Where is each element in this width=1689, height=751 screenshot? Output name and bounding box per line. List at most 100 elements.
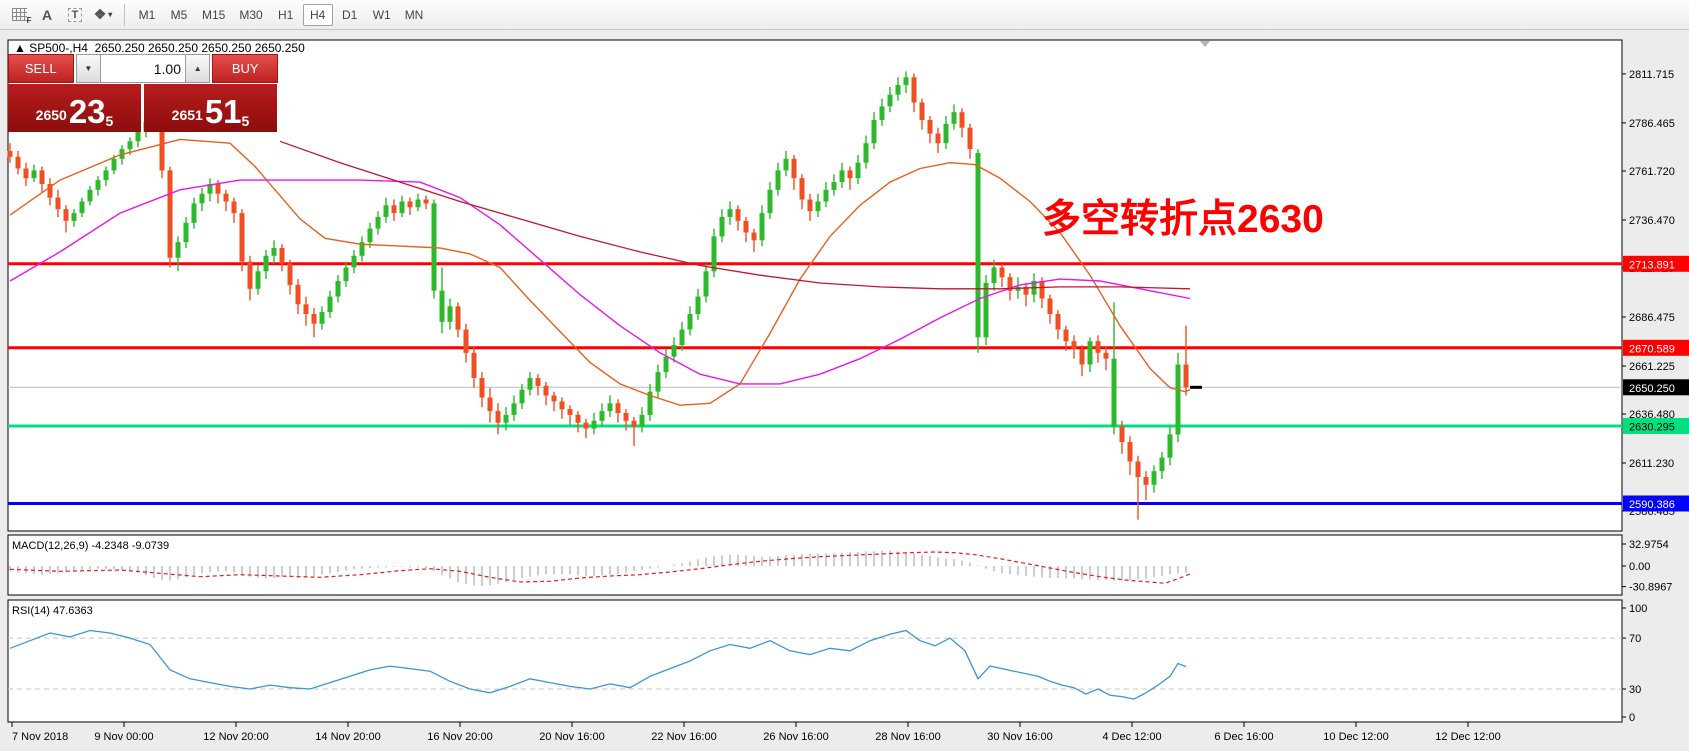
- macd-label: MACD(12,26,9) -4.2348 -9.0739: [12, 540, 169, 552]
- timeframe-W1[interactable]: W1: [372, 7, 391, 22]
- macd-pane[interactable]: [7, 534, 1623, 596]
- timeframe-MN[interactable]: MN: [404, 7, 424, 22]
- candle-body: [839, 170, 845, 182]
- candle-body: [503, 414, 509, 423]
- lot-decrease-button[interactable]: ▼: [75, 54, 101, 83]
- timeframe-H1[interactable]: H1: [278, 7, 294, 22]
- toolbar-separator: [124, 3, 125, 26]
- candle-body: [911, 77, 917, 103]
- candle-body: [255, 271, 261, 289]
- chart-annotation-text[interactable]: 多空转折点2630: [1042, 198, 1324, 241]
- timeframe-M15[interactable]: M15: [202, 7, 226, 22]
- candle-body: [439, 290, 445, 322]
- candle-body: [279, 248, 285, 264]
- time-tick-label: 9 Nov 00:00: [94, 731, 153, 743]
- font-tool-icon[interactable]: A: [41, 6, 53, 23]
- price-badge-2650.250: [1623, 379, 1689, 396]
- candle-body: [863, 143, 869, 163]
- sell-button[interactable]: SELL: [8, 54, 74, 83]
- candle-body: [287, 263, 293, 285]
- candle-body: [447, 306, 453, 322]
- candle-body: [735, 209, 741, 221]
- candle-body: [1103, 352, 1109, 359]
- price-badge-label: 2630.295: [1629, 422, 1675, 434]
- price-tick-label: 2661.225: [1629, 361, 1675, 373]
- sell-price-quote[interactable]: 2650 23 5: [8, 84, 141, 132]
- buy-button[interactable]: BUY: [212, 54, 278, 83]
- sell-price-fraction: 5: [105, 113, 114, 129]
- timeframe-D1[interactable]: D1: [342, 7, 358, 22]
- price-badge-label: 2713.891: [1629, 259, 1675, 271]
- candle-body: [375, 217, 381, 229]
- candle-body: [391, 205, 397, 214]
- candle-body: [903, 77, 909, 86]
- candle-body: [575, 414, 581, 423]
- candle-body: [695, 296, 701, 315]
- candle-body: [135, 131, 141, 142]
- candle-body: [527, 378, 533, 390]
- candle-body: [1119, 426, 1125, 443]
- candle-body: [823, 189, 829, 202]
- swatch-icon: ❖: [93, 6, 107, 22]
- candle-body: [1183, 364, 1189, 388]
- candle-body: [935, 133, 941, 144]
- rsi-tick-label: 70: [1629, 633, 1641, 645]
- text-label-tool-icon[interactable]: T: [62, 3, 88, 27]
- candle-body: [23, 168, 29, 179]
- candle-body: [327, 296, 333, 313]
- candle-body: [783, 158, 789, 171]
- candle-body: [743, 220, 749, 233]
- candle-body: [1159, 457, 1165, 472]
- candle-body: [1167, 434, 1173, 458]
- ma-fast-line: [9, 138, 1191, 406]
- candle-body: [1007, 277, 1013, 291]
- chevron-down-icon: ▾: [108, 10, 113, 19]
- candle-body: [47, 184, 53, 198]
- candle-body: [1079, 349, 1085, 365]
- ma-slow-line: [279, 140, 1191, 290]
- ma-mid-line: [9, 179, 1191, 385]
- price-badge-2713.891: [1623, 255, 1689, 272]
- candle-body: [879, 106, 885, 120]
- candle-body: [1071, 341, 1077, 349]
- candle-body: [855, 162, 861, 179]
- time-tick-label: 26 Nov 16:00: [763, 731, 828, 743]
- time-tick-label: 16 Nov 20:00: [427, 731, 492, 743]
- main-pane[interactable]: [7, 39, 1623, 532]
- timeframe-M1[interactable]: M1: [138, 7, 156, 22]
- candle-body: [415, 199, 421, 208]
- colors-tool-icon[interactable]: ❖ ▾: [90, 3, 116, 27]
- macd-tick-label: 32.9754: [1629, 539, 1669, 551]
- rsi-line: [9, 629, 1187, 700]
- chart-shift-marker-icon[interactable]: [1200, 41, 1210, 47]
- lot-size-input[interactable]: [101, 54, 185, 83]
- candle-body: [807, 199, 813, 212]
- timeframe-H4[interactable]: H4: [302, 3, 333, 26]
- timeframe-M5[interactable]: M5: [170, 7, 188, 22]
- candle-body: [63, 209, 69, 221]
- lot-increase-button[interactable]: ▲: [185, 54, 211, 83]
- candle-body: [951, 112, 957, 124]
- timeframe-M30[interactable]: M30: [239, 7, 263, 22]
- candle-body: [991, 267, 997, 283]
- time-tick-label: 10 Dec 12:00: [1323, 731, 1388, 743]
- candle-body: [535, 378, 541, 386]
- candle-body: [55, 197, 61, 210]
- candle-body: [647, 391, 653, 415]
- buy-price-quote[interactable]: 2651 51 5: [144, 84, 277, 132]
- candle-body: [207, 184, 213, 194]
- candle-body: [199, 193, 205, 204]
- indicator-list-icon[interactable]: F: [6, 3, 32, 27]
- chart-title: ▲ SP500-,H4 2650.250 2650.250 2650.250 2…: [14, 41, 305, 55]
- candle-body: [639, 414, 645, 427]
- candle-body: [39, 170, 45, 184]
- price-badge-2590.386: [1623, 495, 1689, 512]
- candle-body: [1135, 461, 1141, 477]
- rsi-pane[interactable]: [7, 599, 1623, 723]
- price-tick-label: 2736.470: [1629, 215, 1675, 227]
- candle-body: [111, 158, 117, 171]
- chart-canvas[interactable]: 多空转折点2630 ▲ SP500-,H4 2650.250 2650.250 2…: [0, 38, 1689, 751]
- price-tick-label: 2786.465: [1629, 118, 1675, 130]
- candle-body: [351, 255, 357, 268]
- candle-body: [423, 199, 429, 204]
